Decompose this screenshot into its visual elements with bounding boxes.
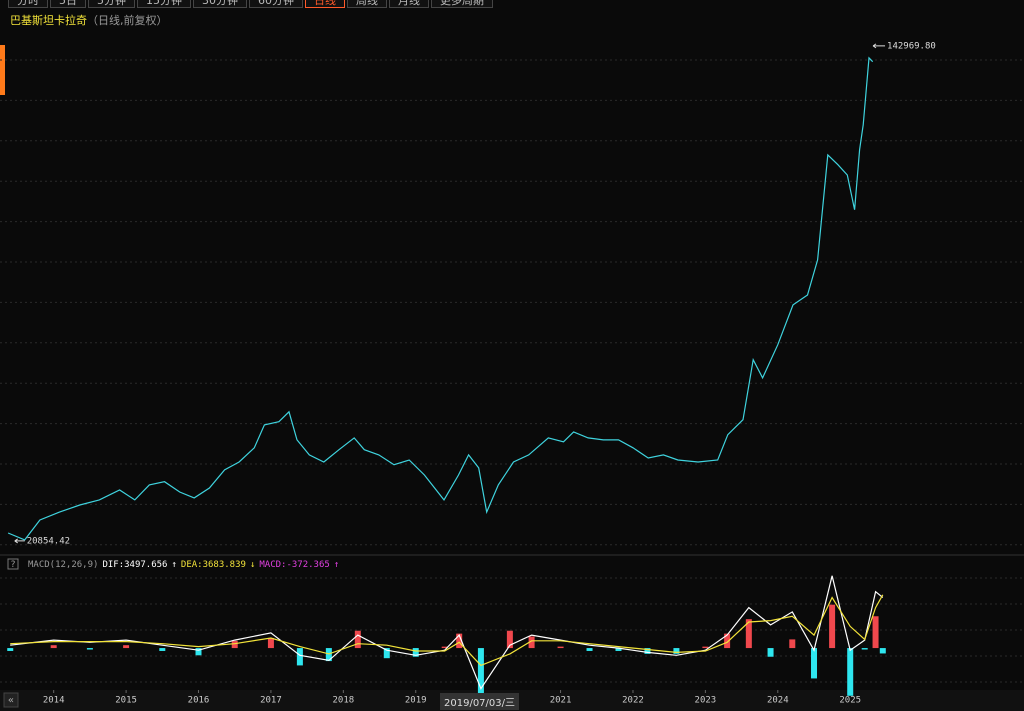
macd-bar <box>829 604 836 649</box>
macd-bar <box>879 648 886 654</box>
macd-bar <box>745 619 752 649</box>
macd-line <box>10 575 884 690</box>
tab[interactable]: 5分钟 <box>88 0 135 8</box>
side-marker <box>0 45 5 95</box>
help-box <box>7 558 19 570</box>
macd-bar <box>789 639 796 649</box>
title: 巴基斯坦卡拉奇 <box>10 14 87 27</box>
toolbar: 分时 5日 5分钟 15分钟 30分钟 60分钟 日线 周线 月线 更多周期 <box>8 0 495 8</box>
macd-bar <box>412 648 419 657</box>
macd-bar <box>644 648 651 654</box>
tab[interactable]: 5日 <box>50 0 86 8</box>
legend-arrow: ↓ <box>250 560 255 570</box>
tab[interactable]: 30分钟 <box>193 0 247 8</box>
indicator-legend: MACD(12,26,9) DIF:3497.656 ↑ DEA:3683.839 ↓ M… <box>28 560 339 570</box>
macd-bar <box>861 648 868 650</box>
x-tick-label: 2022 <box>622 696 644 706</box>
macd-bar <box>477 648 484 695</box>
macd-bar <box>847 648 854 696</box>
scroll-button[interactable] <box>3 692 19 708</box>
max-label: 142969.80 <box>887 41 936 51</box>
legend-entry: DIF:3497.656 <box>102 560 167 570</box>
x-tick-label: 2025 <box>839 696 861 706</box>
macd-bar <box>50 645 57 649</box>
help-icon: ? <box>10 560 15 570</box>
macd-bar <box>267 637 274 649</box>
macd-bar <box>586 648 593 651</box>
x-tick-label: 2017 <box>260 696 282 706</box>
x-tick-label: 2021 <box>550 696 572 706</box>
legend-arrow: ↑ <box>334 560 339 570</box>
scroll-icon: « <box>8 695 14 706</box>
macd-bar <box>557 646 564 649</box>
macd-bar <box>86 648 93 650</box>
macd-bar <box>123 645 130 649</box>
macd-bar <box>195 648 202 656</box>
x-tick-label: 2019 <box>405 696 427 706</box>
macd-bar <box>231 640 238 649</box>
tab[interactable]: 60分钟 <box>249 0 303 8</box>
price-line <box>7 56 874 541</box>
x-tick-label: 2024 <box>767 696 789 706</box>
macd-bar <box>325 648 332 662</box>
x-tick-label: 2016 <box>188 696 210 706</box>
macd-bar <box>528 636 535 649</box>
tab[interactable]: 更多周期 <box>431 0 493 8</box>
macd-bar <box>7 648 14 651</box>
macd-bar <box>615 648 622 651</box>
tab[interactable]: 日线 <box>305 0 345 8</box>
macd-bar <box>724 633 731 649</box>
tab[interactable]: 15分钟 <box>137 0 191 8</box>
x-tick-label: 2023 <box>695 696 717 706</box>
x-tick-label: 2018 <box>332 696 354 706</box>
macd-bar <box>159 648 166 651</box>
macd-bar <box>872 616 879 649</box>
macd-bar <box>702 646 709 649</box>
macd-bar <box>354 630 361 649</box>
macd-bar <box>456 633 463 649</box>
macd-bar <box>673 648 680 654</box>
macd-bar <box>441 646 448 649</box>
macd-bar <box>383 648 390 659</box>
min-arrow <box>14 538 25 544</box>
header: 巴基斯坦卡拉奇（日线,前复权） <box>10 12 168 28</box>
macd-bar <box>811 648 818 679</box>
x-tick-label: 2015 <box>115 696 137 706</box>
tab[interactable]: 分时 <box>8 0 48 8</box>
subtitle: （日线,前复权） <box>87 14 168 27</box>
macd-bar <box>296 648 303 666</box>
legend-entry: DEA:3683.839 <box>181 560 246 570</box>
legend-entry: MACD:-372.365 <box>259 560 329 570</box>
tab[interactable]: 月线 <box>389 0 429 8</box>
macd-bar <box>767 648 774 657</box>
cursor-label: 2019/07/03/三 <box>440 693 520 710</box>
max-arrow <box>872 43 886 49</box>
legend-arrow: ↑ <box>171 560 176 570</box>
indicator-name: MACD(12,26,9) <box>28 560 98 570</box>
min-label: 20854.42 <box>27 536 70 546</box>
macd-bar <box>506 630 513 649</box>
tab[interactable]: 周线 <box>347 0 387 8</box>
macd-line <box>10 594 884 667</box>
x-tick-label: 2014 <box>43 696 65 706</box>
